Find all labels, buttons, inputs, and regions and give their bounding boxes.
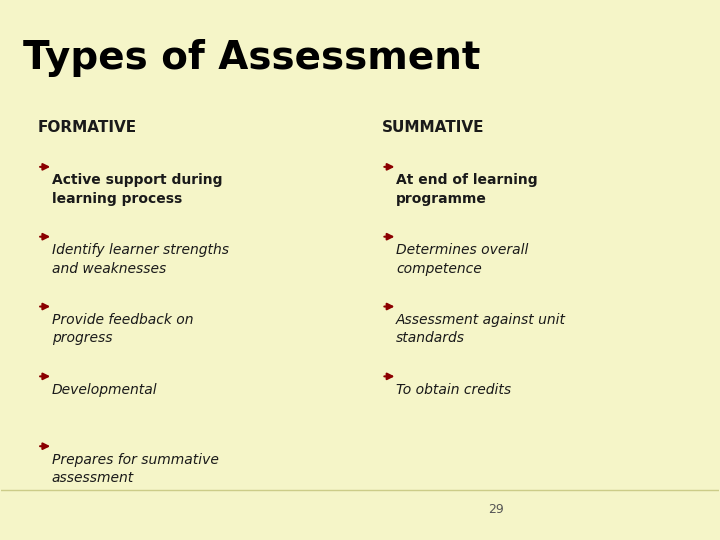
Text: Types of Assessment: Types of Assessment <box>23 39 480 77</box>
Text: Active support during
learning process: Active support during learning process <box>52 173 222 206</box>
Text: Developmental: Developmental <box>52 383 157 397</box>
Text: Assessment against unit
standards: Assessment against unit standards <box>396 313 566 346</box>
Text: Identify learner strengths
and weaknesses: Identify learner strengths and weaknesse… <box>52 243 228 275</box>
Text: FORMATIVE: FORMATIVE <box>37 119 136 134</box>
Text: Prepares for summative
assessment: Prepares for summative assessment <box>52 453 218 485</box>
Text: SUMMATIVE: SUMMATIVE <box>382 119 484 134</box>
Text: 29: 29 <box>488 503 504 516</box>
Text: At end of learning
programme: At end of learning programme <box>396 173 538 206</box>
Text: Determines overall
competence: Determines overall competence <box>396 243 528 275</box>
Text: To obtain credits: To obtain credits <box>396 383 511 397</box>
Text: Provide feedback on
progress: Provide feedback on progress <box>52 313 193 346</box>
